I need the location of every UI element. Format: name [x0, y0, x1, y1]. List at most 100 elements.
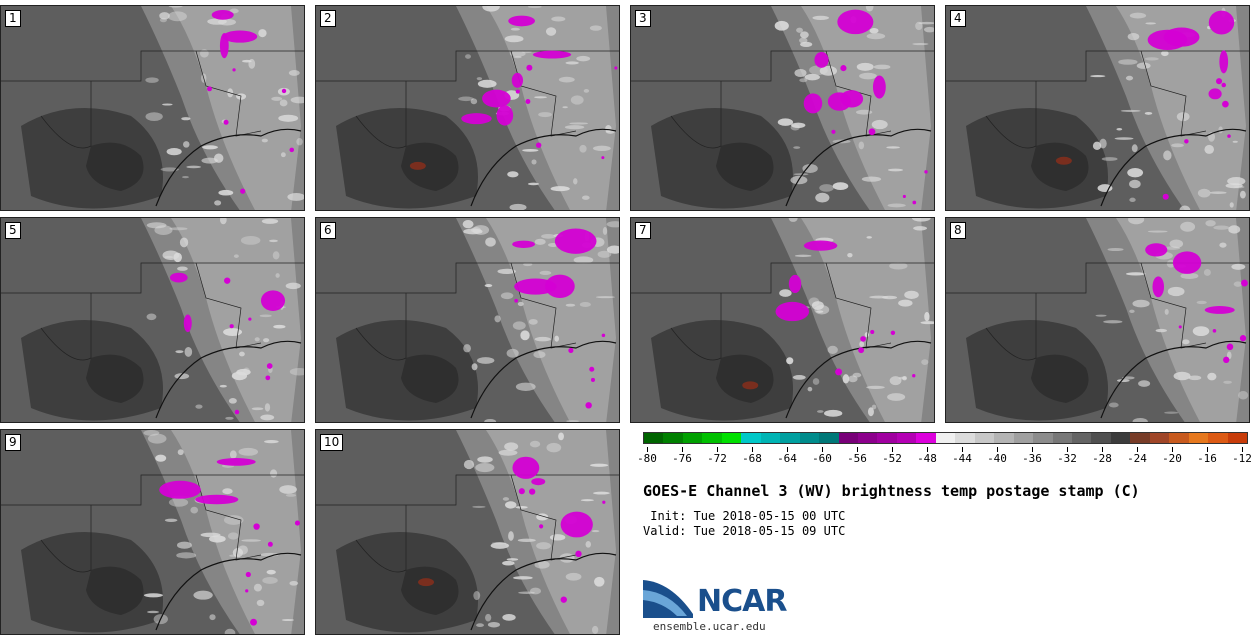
colorbar-tick-mark — [822, 447, 823, 452]
colorbar-swatch — [741, 433, 761, 443]
colorbar-tick-mark — [1242, 447, 1243, 452]
colorbar-swatch — [857, 433, 878, 443]
colorbar-swatch — [1013, 433, 1034, 443]
water-vapor-map-image — [1, 6, 304, 210]
water-vapor-map-image — [946, 218, 1249, 422]
colorbar-swatch — [1091, 433, 1111, 443]
colorbar-tick-label: -68 — [742, 452, 762, 465]
water-vapor-map-image — [1, 218, 304, 422]
ncar-logo-text: NCAR — [697, 584, 787, 619]
colorbar — [643, 432, 1248, 444]
colorbar-swatch — [1033, 433, 1053, 443]
colorbar-swatch — [1188, 433, 1209, 443]
colorbar-tick-mark — [1032, 447, 1033, 452]
colorbar-tick-label: -64 — [777, 452, 797, 465]
colorbar-swatch — [994, 433, 1014, 443]
product-title: GOES-E Channel 3 (WV) brightness temp po… — [643, 482, 1140, 500]
colorbar-tick-mark — [787, 447, 788, 452]
colorbar-tick-mark — [752, 447, 753, 452]
forecast-panel-8: 8 — [945, 217, 1250, 423]
colorbar-swatch — [974, 433, 995, 443]
colorbar-tick-mark — [647, 447, 648, 452]
panel-number-label: 7 — [635, 222, 651, 239]
init-time: Init: Tue 2018-05-15 00 UTC — [643, 509, 846, 523]
init-valid-times: Init: Tue 2018-05-15 00 UTC Valid: Tue 20… — [643, 509, 845, 539]
colorbar-tick-mark — [997, 447, 998, 452]
colorbar-tick-label: -44 — [952, 452, 972, 465]
ncar-logo: NCAR ensemble.ucar.edu — [643, 576, 803, 633]
panel-number-label: 2 — [320, 10, 336, 27]
forecast-panel-6: 6 — [315, 217, 620, 423]
colorbar-swatch — [1110, 433, 1131, 443]
colorbar-swatch — [896, 433, 917, 443]
forecast-panel-7: 7 — [630, 217, 935, 423]
colorbar-tick-label: -76 — [672, 452, 692, 465]
colorbar-swatch — [1071, 433, 1092, 443]
panel-number-label: 9 — [5, 434, 21, 451]
colorbar-ticks: -80 -76 -72 -68 -64 -60 -56 -52 -48 -44 -40 -36 -32 -… — [637, 447, 1252, 469]
colorbar-swatch — [799, 433, 820, 443]
colorbar-swatch — [644, 433, 664, 443]
colorbar-swatch — [955, 433, 975, 443]
forecast-panel-9: 9 — [0, 429, 305, 635]
colorbar-swatch — [663, 433, 683, 443]
colorbar-swatch — [877, 433, 897, 443]
colorbar-tick-mark — [682, 447, 683, 452]
colorbar-swatch — [819, 433, 839, 443]
water-vapor-map-image — [316, 6, 619, 210]
colorbar-tick-label: -56 — [847, 452, 867, 465]
water-vapor-map-image — [631, 218, 934, 422]
colorbar-tick-mark — [717, 447, 718, 452]
colorbar-tick-mark — [1067, 447, 1068, 452]
colorbar-tick-label: -20 — [1162, 452, 1182, 465]
water-vapor-map-image — [316, 430, 619, 634]
colorbar-swatch — [721, 433, 742, 443]
panel-number-label: 6 — [320, 222, 336, 239]
colorbar-tick-label: -80 — [637, 452, 657, 465]
water-vapor-map-image — [316, 218, 619, 422]
forecast-panel-10: 10 — [315, 429, 620, 635]
colorbar-tick-mark — [962, 447, 963, 452]
water-vapor-map-image — [1, 430, 304, 634]
colorbar-swatch — [935, 433, 956, 443]
colorbar-swatch — [1149, 433, 1170, 443]
colorbar-swatch — [838, 433, 858, 443]
colorbar-swatch — [702, 433, 722, 443]
colorbar-swatch — [682, 433, 703, 443]
colorbar-tick-label: -48 — [917, 452, 937, 465]
colorbar-tick-mark — [857, 447, 858, 452]
colorbar-tick-label: -16 — [1197, 452, 1217, 465]
colorbar-tick-label: -60 — [812, 452, 832, 465]
panel-number-label: 8 — [950, 222, 966, 239]
colorbar-tick-mark — [927, 447, 928, 452]
colorbar-tick-label: -24 — [1127, 452, 1147, 465]
forecast-panel-4: 4 — [945, 5, 1250, 211]
colorbar-swatch — [1052, 433, 1072, 443]
colorbar-swatch — [780, 433, 800, 443]
colorbar-tick-mark — [1137, 447, 1138, 452]
logo-url: ensemble.ucar.edu — [653, 620, 766, 633]
panel-number-label: 4 — [950, 10, 966, 27]
colorbar-swatch — [1169, 433, 1189, 443]
forecast-panel-1: 1 — [0, 5, 305, 211]
water-vapor-map-image — [631, 6, 934, 210]
colorbar-tick-label: -40 — [987, 452, 1007, 465]
colorbar-swatch — [760, 433, 781, 443]
water-vapor-map-image — [946, 6, 1249, 210]
colorbar-tick-mark — [1207, 447, 1208, 452]
colorbar-tick-mark — [1102, 447, 1103, 452]
panel-number-label: 3 — [635, 10, 651, 27]
colorbar-tick-label: -32 — [1057, 452, 1077, 465]
colorbar-tick-label: -28 — [1092, 452, 1112, 465]
colorbar-swatch — [916, 433, 936, 443]
colorbar-tick-label: -12 — [1232, 452, 1252, 465]
panel-number-label: 10 — [320, 434, 344, 451]
colorbar-tick-label: -52 — [882, 452, 902, 465]
colorbar-tick-label: -72 — [707, 452, 727, 465]
colorbar-tick-mark — [892, 447, 893, 452]
panel-number-label: 5 — [5, 222, 21, 239]
colorbar-swatch — [1227, 433, 1248, 443]
colorbar-tick-mark — [1172, 447, 1173, 452]
forecast-panel-2: 2 — [315, 5, 620, 211]
forecast-panel-5: 5 — [0, 217, 305, 423]
